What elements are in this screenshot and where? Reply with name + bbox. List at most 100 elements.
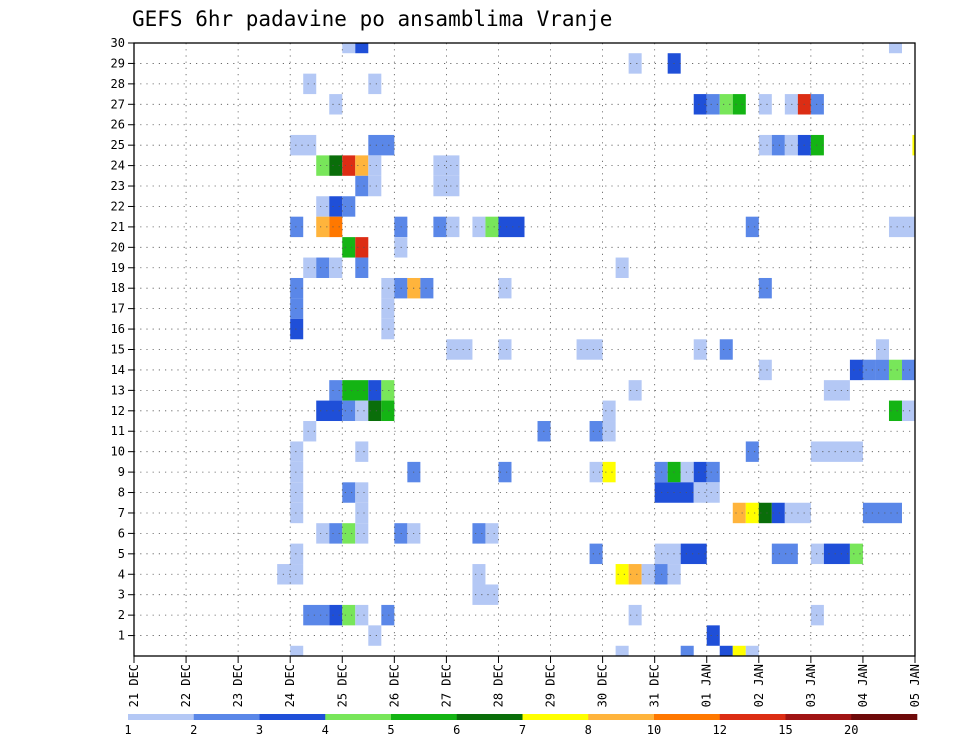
heatmap-cell — [290, 482, 304, 503]
colorbar-swatch — [719, 714, 786, 720]
heatmap-cell — [810, 604, 824, 626]
x-tick-label: 30 DEC — [596, 664, 610, 707]
colorbar-swatch — [325, 714, 392, 720]
heatmap-cell — [368, 73, 382, 95]
colorbar-swatch — [193, 714, 260, 720]
heatmap-cell — [342, 196, 356, 217]
heatmap-cell — [823, 543, 850, 565]
x-tick-label: 05 JAN — [908, 664, 922, 707]
heatmap-cell — [342, 43, 356, 54]
heatmap-cell — [680, 645, 694, 656]
y-tick-label: 7 — [118, 506, 125, 520]
heatmap-cell — [485, 216, 499, 238]
heatmap-cell — [628, 380, 642, 401]
heatmap-cell — [290, 441, 304, 462]
y-tick-label: 10 — [111, 445, 125, 459]
y-tick-label: 25 — [111, 138, 125, 152]
heatmap-cell — [290, 461, 304, 483]
heatmap-cell — [862, 502, 902, 524]
heatmap-cell — [693, 94, 707, 115]
heatmap-cell — [342, 155, 356, 176]
colorbar-label: 1 — [124, 723, 131, 737]
heatmap-cell — [680, 543, 707, 565]
heatmap-cell — [498, 461, 512, 483]
y-tick-label: 17 — [111, 302, 125, 316]
y-tick-label: 11 — [111, 424, 125, 438]
x-tick-label: 21 DEC — [127, 664, 141, 707]
heatmap-cell — [888, 216, 915, 238]
y-tick-label: 1 — [118, 629, 125, 643]
heatmap-cell — [771, 502, 785, 524]
y-tick-label: 5 — [118, 547, 125, 561]
heatmap-cell — [849, 543, 863, 565]
heatmap-cell — [745, 645, 759, 656]
heatmap-cell — [719, 94, 733, 115]
heatmap-cell — [472, 584, 499, 605]
heatmap-cell — [433, 216, 447, 238]
heatmap-cell — [719, 645, 733, 656]
heatmap-cell — [615, 564, 629, 585]
heatmap-cell — [758, 359, 772, 381]
colorbar-label: 8 — [585, 723, 592, 737]
heatmap-cell — [732, 94, 746, 115]
y-tick-label: 22 — [111, 199, 125, 213]
heatmap-cell — [355, 175, 369, 197]
heatmap-cell — [342, 400, 356, 422]
heatmap-cell — [498, 216, 525, 238]
heatmap-cell — [368, 625, 382, 646]
heatmap-cell — [758, 277, 772, 299]
heatmap-cell — [316, 523, 330, 544]
heatmap-cell — [758, 502, 772, 524]
y-tick-label: 18 — [111, 281, 125, 295]
heatmap-cell — [498, 339, 512, 360]
heatmap-cell — [381, 604, 395, 626]
heatmap-cell — [706, 94, 720, 115]
heatmap-cell — [810, 543, 824, 565]
colorbar-label: 10 — [647, 723, 661, 737]
heatmap-cell — [290, 645, 304, 656]
heatmap-cell — [810, 441, 863, 462]
heatmap-cell — [342, 482, 356, 503]
heatmap-cell — [693, 482, 720, 503]
heatmap-cell — [303, 604, 330, 626]
colorbar-swatch — [128, 714, 195, 720]
heatmap-cell — [355, 502, 369, 524]
y-tick-label: 9 — [118, 465, 125, 479]
heatmap-cell — [316, 257, 330, 278]
heatmap-cell — [810, 94, 824, 115]
heatmap-cell — [901, 359, 915, 381]
colorbar-swatch — [391, 714, 458, 720]
colorbar-label: 3 — [256, 723, 263, 737]
colorbar-label: 7 — [519, 723, 526, 737]
heatmap-cell — [615, 257, 629, 278]
heatmap-cell — [381, 298, 395, 319]
heatmap-cell — [485, 523, 499, 544]
y-tick-label: 19 — [111, 261, 125, 275]
heatmap-cell — [420, 277, 434, 299]
colorbar-label: 15 — [778, 723, 792, 737]
heatmap-cell — [368, 155, 382, 176]
x-tick-label: 02 JAN — [752, 664, 766, 707]
heatmap-cell — [355, 155, 369, 176]
heatmap-cell — [628, 53, 642, 74]
heatmap-cell — [472, 216, 486, 238]
heatmap-cell — [641, 564, 655, 585]
y-tick-label: 20 — [111, 240, 125, 254]
colorbar-label: 20 — [844, 723, 858, 737]
heatmap-cell — [888, 400, 902, 422]
heatmap-cell — [290, 318, 304, 340]
heatmap-cell — [355, 604, 369, 626]
heatmap-cell — [771, 134, 785, 156]
heatmap-cell — [290, 543, 304, 565]
x-tick-label: 28 DEC — [491, 664, 505, 707]
heatmap-cell — [758, 134, 772, 156]
heatmap-cell — [303, 73, 317, 95]
y-tick-label: 24 — [111, 159, 125, 173]
heatmap-cell — [693, 339, 707, 360]
heatmap-cell — [602, 421, 616, 442]
colorbar-legend: 1 2 3 4 5 6 7 8 10 12 15 20 — [124, 714, 918, 737]
heatmap-cell — [381, 318, 395, 340]
heatmap-cell — [368, 380, 382, 401]
heatmap-cell — [355, 523, 369, 544]
heatmap-cell — [290, 134, 317, 156]
